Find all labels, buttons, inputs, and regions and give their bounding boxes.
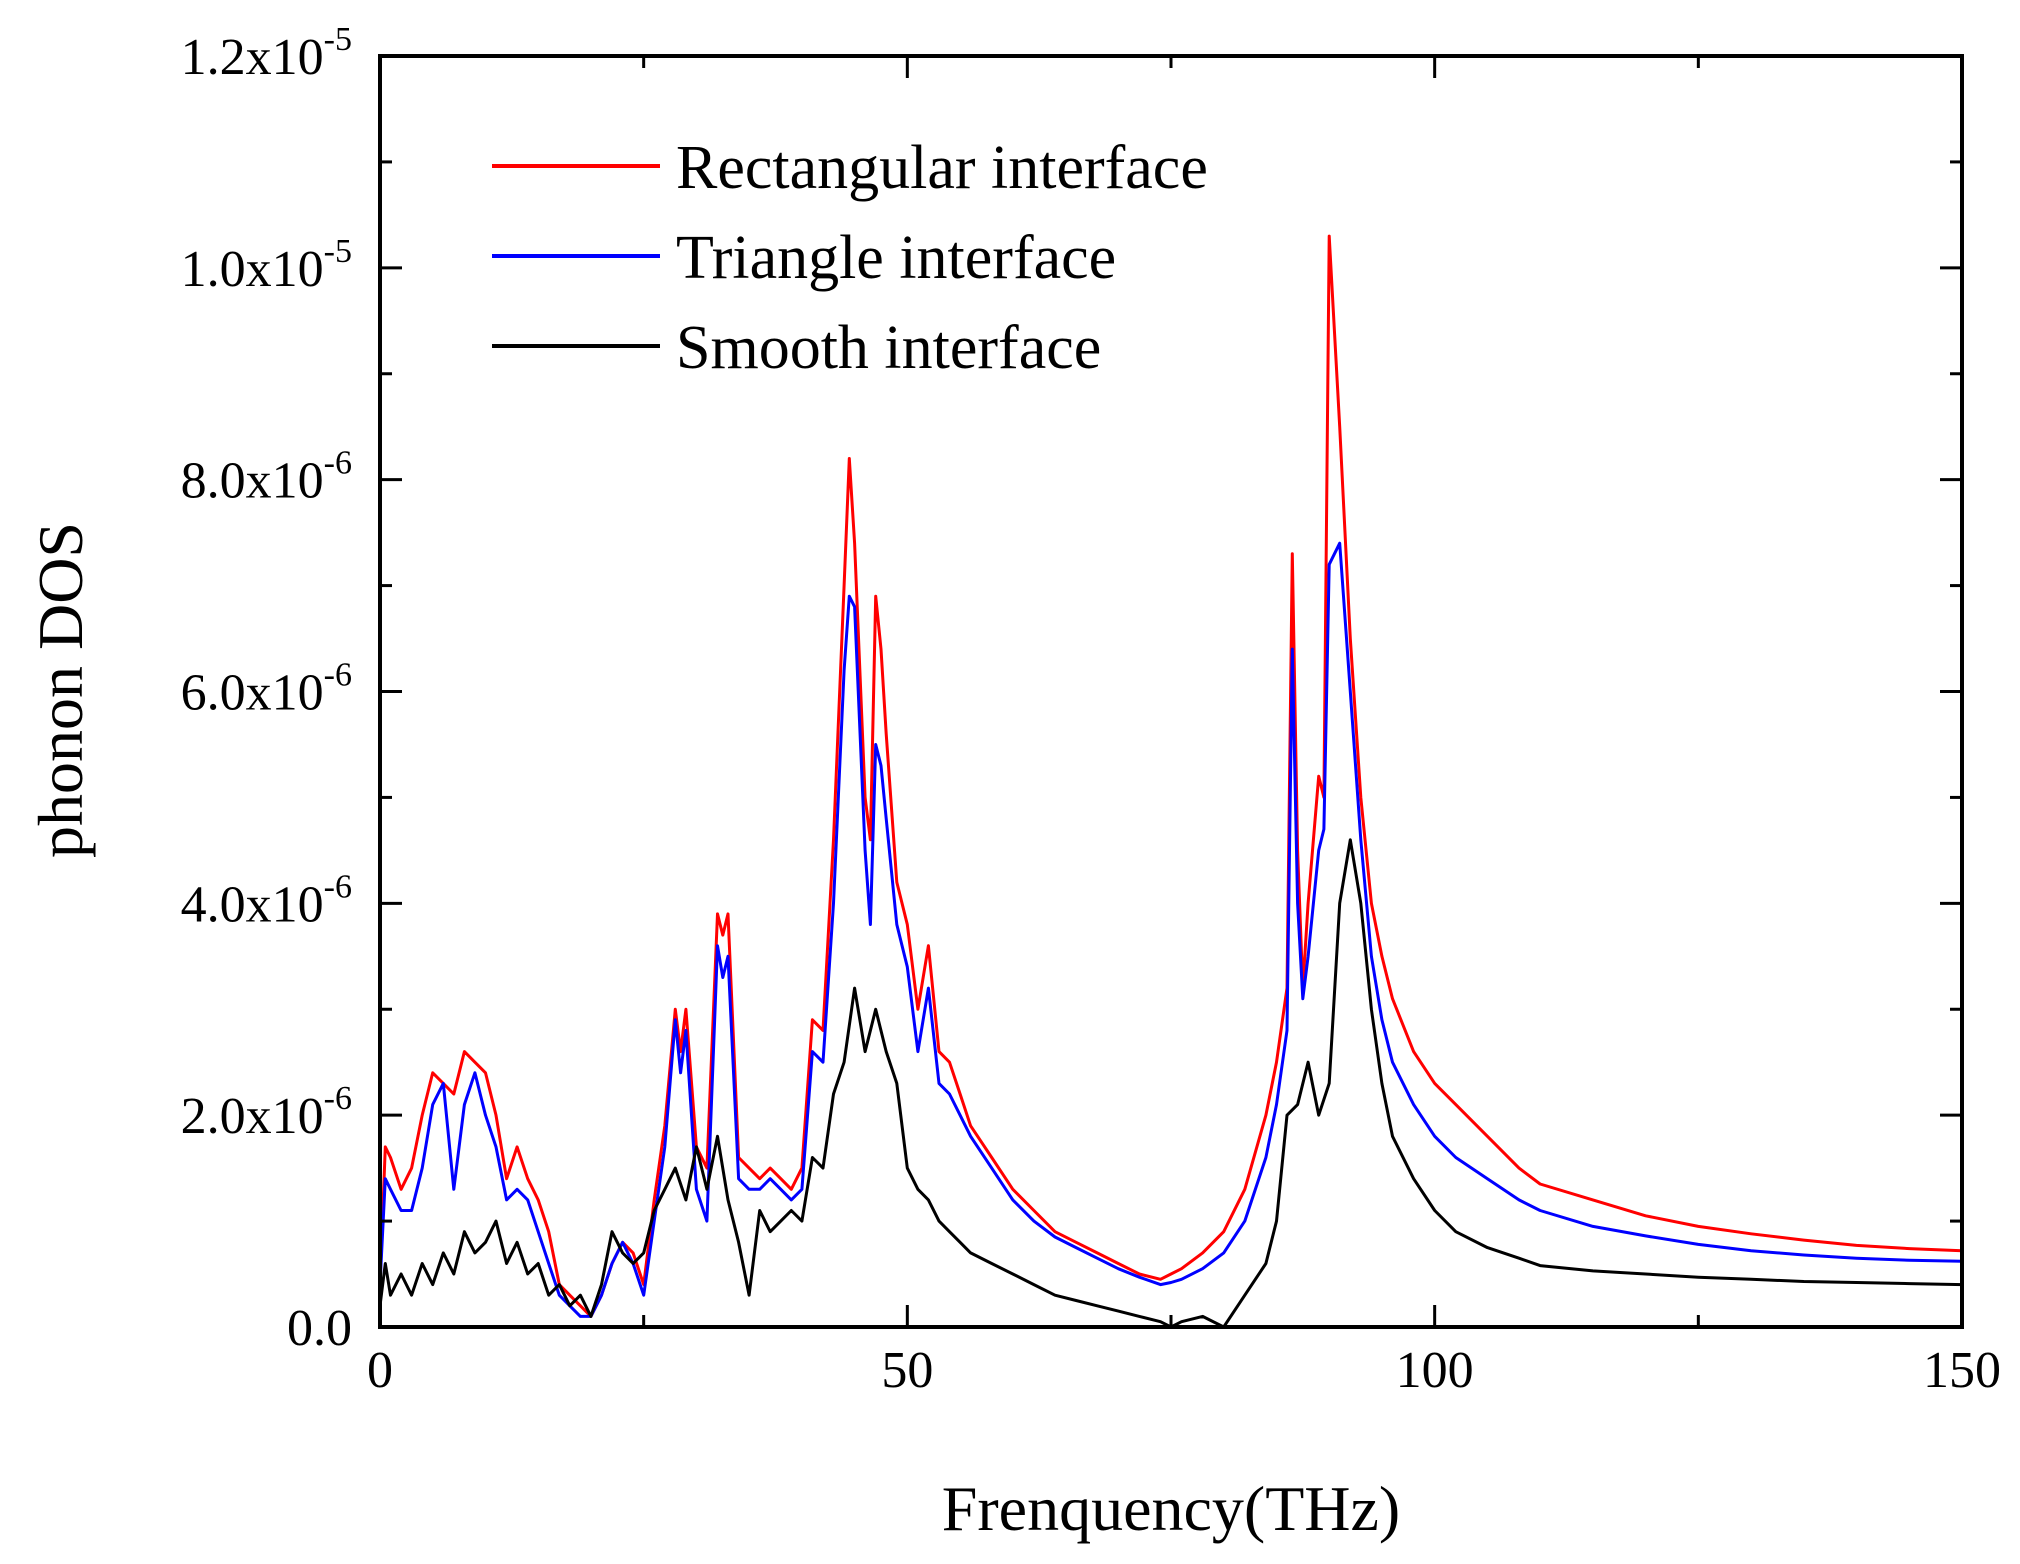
y-tick-label: 8.0x10-6 bbox=[181, 445, 352, 510]
y-axis-ticks: 0.0 2.0x10-6 4.0x10-6 6.0x10-6 8.0x10-6 1.0x1… bbox=[181, 21, 1962, 1357]
x-axis-title: Frenquency(THz) bbox=[942, 1473, 1400, 1544]
y-tick-label: 4.0x10-6 bbox=[181, 868, 352, 933]
legend-label-1: Triangle interface bbox=[676, 224, 1116, 292]
y-tick-label: 0.0 bbox=[287, 1300, 352, 1357]
legend-label-0: Rectangular interface bbox=[676, 134, 1208, 202]
series-line-smooth-interface bbox=[380, 838, 1962, 1327]
y-tick-label: 1.0x10-5 bbox=[181, 233, 352, 298]
legend: Rectangular interface Triangle interface S… bbox=[492, 134, 1208, 382]
x-axis-ticks: 0 50 100 150 bbox=[367, 56, 2001, 1399]
y-tick-label: 1.2x10-5 bbox=[181, 21, 352, 86]
series-layer bbox=[380, 234, 1962, 1327]
y-axis-title: phonon DOS bbox=[25, 522, 96, 858]
plot-frame bbox=[378, 54, 1964, 1329]
y-tick-label: 6.0x10-6 bbox=[181, 657, 352, 722]
series-line-rectangular-interface bbox=[380, 234, 1962, 1318]
legend-label-2: Smooth interface bbox=[676, 314, 1101, 382]
y-tick-label: 2.0x10-6 bbox=[181, 1080, 352, 1145]
x-tick-label: 50 bbox=[881, 1342, 933, 1399]
x-tick-label: 100 bbox=[1396, 1342, 1474, 1399]
x-tick-label: 150 bbox=[1923, 1342, 2001, 1399]
x-tick-label: 0 bbox=[367, 1342, 393, 1399]
series-line-triangle-interface bbox=[380, 541, 1962, 1318]
